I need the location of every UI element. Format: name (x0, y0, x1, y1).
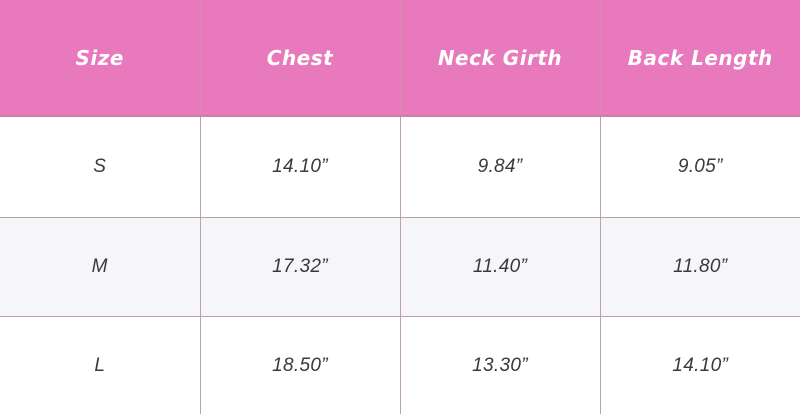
cell-size-m: M (0, 217, 201, 318)
cell-neck-girth-m: 11.40” (400, 217, 601, 318)
table-row-size-m: M 17.32” 11.40” 11.80” (0, 217, 800, 318)
cell-size-l: L (0, 316, 201, 414)
cell-back-length-l: 14.10” (600, 316, 800, 414)
table-body: S 14.10” 9.84” 9.05” M 17.32” 11.40” 11.… (0, 116, 800, 414)
cell-size-s: S (0, 116, 201, 218)
cell-neck-girth-s: 9.84” (400, 116, 601, 218)
cell-chest-s: 14.10” (200, 116, 401, 218)
cell-chest-l: 18.50” (200, 316, 401, 414)
table-row-size-l: L 18.50” 13.30” 14.10” (0, 316, 800, 414)
cell-chest-m: 17.32” (200, 217, 401, 318)
header-row: Size Chest Neck Girth Back Length (0, 0, 800, 117)
column-header-neck-girth: Neck Girth (400, 0, 601, 117)
table-header: Size Chest Neck Girth Back Length (0, 0, 800, 117)
cell-back-length-s: 9.05” (600, 116, 800, 218)
cell-neck-girth-l: 13.30” (400, 316, 601, 414)
column-header-back-length: Back Length (600, 0, 800, 117)
table-row-size-s: S 14.10” 9.84” 9.05” (0, 116, 800, 218)
column-header-size: Size (0, 0, 201, 117)
column-header-chest: Chest (200, 0, 401, 117)
cell-back-length-m: 11.80” (600, 217, 800, 318)
